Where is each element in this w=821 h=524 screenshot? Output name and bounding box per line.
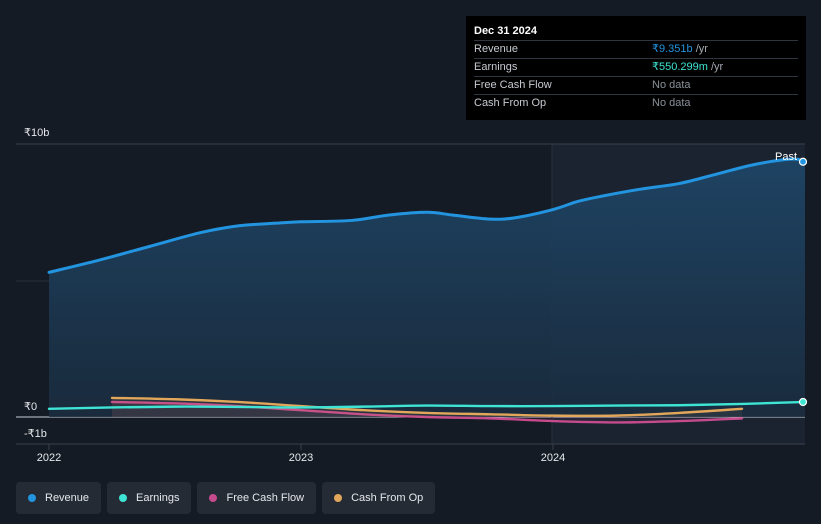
tooltip-label: Revenue [474,43,519,55]
tooltip-row-free-cash-flow: Free Cash Flow No data [474,76,798,94]
legend-label: Cash From Op [351,492,424,504]
legend-label: Revenue [45,492,90,504]
legend-item-cash-from-op[interactable]: Cash From Op [322,482,436,514]
series-area [112,401,742,423]
tooltip-value: No data [652,97,691,109]
legend-dot-icon [334,494,343,502]
x-axis-ticks: 2022 2023 2024 [37,444,565,464]
tooltip-value: No data [652,79,691,91]
chart-legend: Revenue Earnings Free Cash Flow Cash Fro… [16,482,436,514]
legend-item-free-cash-flow[interactable]: Free Cash Flow [197,482,317,514]
series-area [112,397,742,417]
series-line-cash-from-op [110,396,744,418]
series-line-revenue [47,157,807,274]
y-tick-label: -₹1b [24,428,47,440]
tooltip-unit: /yr [692,43,708,55]
tooltip-row-earnings: Earnings ₹550.299m /yr [474,58,798,76]
tooltip-unit: /yr [707,61,724,73]
legend-dot-icon [119,494,128,502]
tooltip-panel: Dec 31 2024 Revenue ₹9.351b /yr Earnings… [466,16,806,120]
series-line-earnings [47,400,807,411]
x-tick-label: 2024 [541,452,565,464]
legend-dot-icon [28,494,36,502]
revenue-area [49,158,805,417]
tooltip-value: ₹550.299m [652,61,708,73]
tooltip-label: Cash From Op [474,97,547,109]
tooltip-label: Free Cash Flow [474,79,552,91]
tooltip-row-cash-from-op: Cash From Op No data [474,94,798,112]
legend-item-revenue[interactable]: Revenue [16,482,102,514]
legend-dot-icon [209,494,218,502]
end-marker [798,397,808,407]
y-tick-label: ₹10b [24,127,49,139]
tooltip-value: ₹9.351b [652,43,693,55]
series-line-free-cash-flow [110,400,744,424]
legend-label: Earnings [136,492,180,504]
tooltip-date: Dec 31 2024 [474,25,537,37]
past-label: Past [775,151,797,163]
x-tick-label: 2022 [37,452,61,464]
tooltip-label: Earnings [474,61,518,73]
tooltip-row-revenue: Revenue ₹9.351b /yr [474,40,798,58]
end-marker [798,157,808,166]
y-axis-ticks: ₹10b ₹0 -₹1b [24,127,49,440]
end-markers [798,157,808,407]
y-tick-label: ₹0 [24,401,37,413]
x-tick-label: 2023 [289,452,313,464]
legend-label: Free Cash Flow [226,492,305,504]
legend-item-earnings[interactable]: Earnings [107,482,192,514]
series-lines [47,157,807,424]
